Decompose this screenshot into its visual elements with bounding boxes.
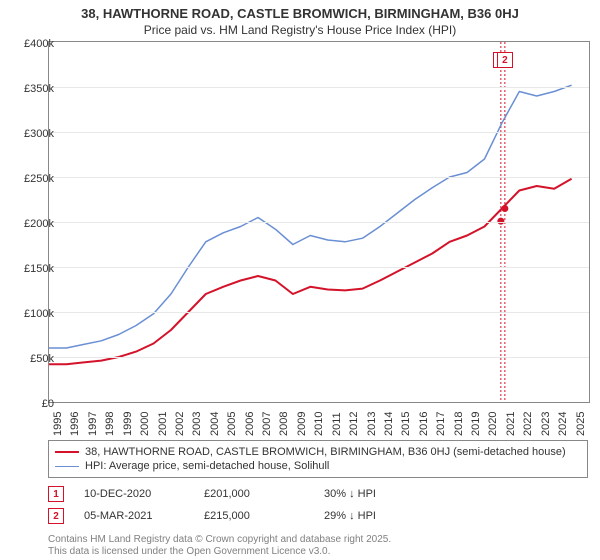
- x-axis-label: 1999: [122, 412, 134, 436]
- sale-marker-badge: 2: [497, 52, 513, 68]
- x-axis-label: 2016: [418, 412, 430, 436]
- footer-line1: Contains HM Land Registry data © Crown c…: [48, 534, 588, 546]
- chart-plot-area: 12: [48, 41, 590, 403]
- sale-row: 1 10-DEC-2020 £201,000 30% ↓ HPI: [48, 486, 588, 502]
- chart-title-line1: 38, HAWTHORNE ROAD, CASTLE BROMWICH, BIR…: [0, 0, 600, 21]
- footer-text: Contains HM Land Registry data © Crown c…: [48, 534, 588, 558]
- sale-price: £215,000: [204, 510, 304, 522]
- x-axis-label: 2009: [296, 412, 308, 436]
- x-axis-label: 2014: [383, 412, 395, 436]
- y-axis-label: £100k: [24, 308, 54, 320]
- sale-delta: 29% ↓ HPI: [324, 510, 424, 522]
- x-axis-label: 2025: [575, 412, 587, 436]
- x-axis-label: 2012: [348, 412, 360, 436]
- y-axis-label: £350k: [24, 83, 54, 95]
- gridline: [49, 132, 589, 133]
- x-axis-label: 2021: [505, 412, 517, 436]
- sale-row: 2 05-MAR-2021 £215,000 29% ↓ HPI: [48, 508, 588, 524]
- sale-delta: 30% ↓ HPI: [324, 488, 424, 500]
- sale-price: £201,000: [204, 488, 304, 500]
- x-axis-label: 2007: [261, 412, 273, 436]
- x-axis-label: 1995: [52, 412, 64, 436]
- legend-row: HPI: Average price, semi-detached house,…: [55, 459, 581, 473]
- x-axis-label: 2019: [470, 412, 482, 436]
- x-axis-label: 2015: [400, 412, 412, 436]
- x-axis-label: 1997: [87, 412, 99, 436]
- x-axis-label: 2024: [557, 412, 569, 436]
- x-axis-label: 2011: [331, 412, 343, 436]
- y-axis-label: £250k: [24, 173, 54, 185]
- x-axis-label: 2000: [139, 412, 151, 436]
- x-axis-label: 1998: [104, 412, 116, 436]
- x-axis-label: 2013: [366, 412, 378, 436]
- footer-line2: This data is licensed under the Open Gov…: [48, 546, 588, 558]
- y-axis-label: £400k: [24, 38, 54, 50]
- y-axis-label: £150k: [24, 263, 54, 275]
- x-axis-label: 2001: [157, 412, 169, 436]
- x-axis-label: 2004: [209, 412, 221, 436]
- x-axis-label: 2005: [226, 412, 238, 436]
- x-axis-label: 2022: [522, 412, 534, 436]
- y-axis-label: £300k: [24, 128, 54, 140]
- gridline: [49, 312, 589, 313]
- legend-row: 38, HAWTHORNE ROAD, CASTLE BROMWICH, BIR…: [55, 445, 581, 459]
- legend-swatch: [55, 451, 79, 453]
- x-axis-label: 2020: [487, 412, 499, 436]
- x-axis-label: 2018: [453, 412, 465, 436]
- y-axis-label: £0: [42, 398, 54, 410]
- legend-label: 38, HAWTHORNE ROAD, CASTLE BROMWICH, BIR…: [85, 446, 566, 458]
- sale-badge: 1: [48, 486, 64, 502]
- y-axis-label: £200k: [24, 218, 54, 230]
- gridline: [49, 87, 589, 88]
- sale-date: 10-DEC-2020: [84, 488, 184, 500]
- gridline: [49, 177, 589, 178]
- sale-date: 05-MAR-2021: [84, 510, 184, 522]
- x-axis-label: 1996: [69, 412, 81, 436]
- chart-title-line2: Price paid vs. HM Land Registry's House …: [0, 21, 600, 41]
- x-axis-label: 2006: [244, 412, 256, 436]
- gridline: [49, 222, 589, 223]
- x-axis-label: 2023: [540, 412, 552, 436]
- gridline: [49, 357, 589, 358]
- legend: 38, HAWTHORNE ROAD, CASTLE BROMWICH, BIR…: [48, 440, 588, 478]
- x-axis-label: 2003: [191, 412, 203, 436]
- legend-swatch: [55, 466, 79, 467]
- x-axis-label: 2008: [278, 412, 290, 436]
- x-axis-label: 2017: [435, 412, 447, 436]
- gridline: [49, 267, 589, 268]
- y-axis-label: £50k: [30, 353, 54, 365]
- legend-label: HPI: Average price, semi-detached house,…: [85, 460, 329, 472]
- sale-badge: 2: [48, 508, 64, 524]
- x-axis-label: 2002: [174, 412, 186, 436]
- x-axis-label: 2010: [313, 412, 325, 436]
